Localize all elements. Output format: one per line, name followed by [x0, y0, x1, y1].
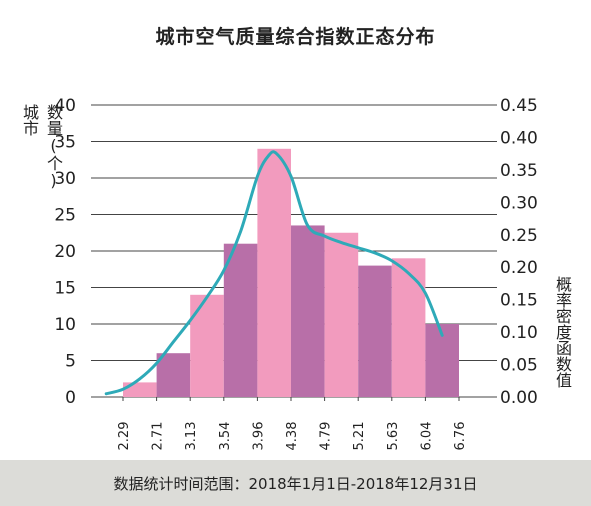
- histogram-bar: [123, 382, 157, 397]
- left-tick-label: 35: [54, 133, 76, 153]
- right-tick-label: 0.25: [500, 226, 538, 246]
- x-tick-label: 3.54: [218, 422, 233, 451]
- left-axis-title-line2: 数量(个): [44, 104, 63, 190]
- left-tick-label: 30: [54, 169, 76, 189]
- footer-note: 数据统计时间范围：2018年1月1日-2018年12月31日: [0, 460, 591, 506]
- histogram-bar: [324, 232, 359, 397]
- histogram-bar: [391, 258, 426, 397]
- right-axis-title: 概率密度函数值: [553, 276, 572, 388]
- left-tick-label: 0: [65, 388, 76, 408]
- histogram-bar: [223, 243, 258, 397]
- histogram-bar: [291, 225, 325, 397]
- density-curve: [104, 150, 444, 396]
- x-tick-label: 3.13: [184, 422, 199, 451]
- left-axis-title-line1: 城市: [20, 104, 39, 136]
- left-tick-label: 25: [54, 206, 76, 226]
- plot-area: 0 5 10 15 20 25 30 35 40 0.00 0.05 0.10 0.15 0.20 0.25…: [54, 96, 538, 451]
- chart-title: 城市空气质量综合指数正态分布: [155, 26, 436, 48]
- left-tick-label: 10: [54, 315, 76, 335]
- x-tick-label: 4.79: [319, 422, 334, 451]
- x-tick-label: 6.76: [453, 422, 468, 451]
- histogram-bar: [190, 294, 224, 397]
- right-tick-label: 0.45: [500, 96, 538, 116]
- right-tick-label: 0.00: [500, 388, 538, 408]
- right-tick-label: 0.05: [500, 356, 538, 376]
- x-tick-label: 2.29: [117, 422, 132, 451]
- x-tick-label: 4.38: [285, 422, 300, 451]
- right-tick-label: 0.30: [500, 193, 538, 213]
- x-tick-label: 5.63: [386, 422, 401, 451]
- histogram-bar: [358, 265, 392, 397]
- right-tick-label: 0.15: [500, 291, 538, 311]
- left-tick-label: 5: [65, 352, 76, 372]
- left-tick-label: 20: [54, 242, 76, 262]
- right-tick-label: 0.20: [500, 258, 538, 278]
- histogram-bar: [156, 353, 191, 397]
- x-tick-label: 5.21: [352, 422, 367, 451]
- right-tick-label: 0.35: [500, 161, 538, 181]
- right-tick-label: 0.10: [500, 323, 538, 343]
- x-tick-label: 3.96: [251, 422, 266, 451]
- left-tick-label: 40: [54, 96, 76, 116]
- x-tick-label: 6.04: [419, 422, 434, 451]
- right-tick-label: 0.40: [500, 128, 538, 148]
- histogram-bar: [257, 148, 291, 397]
- x-tick-label: 2.71: [151, 422, 166, 451]
- left-tick-label: 15: [54, 279, 76, 299]
